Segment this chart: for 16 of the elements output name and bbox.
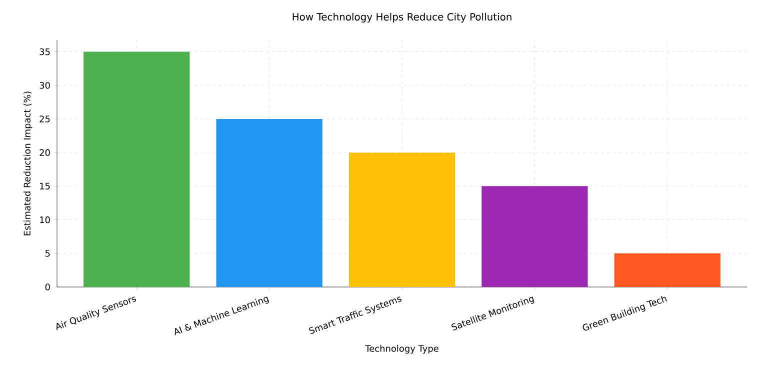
bar <box>84 52 190 287</box>
y-tick-label: 10 <box>40 216 50 224</box>
bar <box>614 253 720 287</box>
chart-title: How Technology Helps Reduce City Pollution <box>292 12 512 22</box>
bar <box>482 186 588 287</box>
y-tick-label: 5 <box>45 250 50 257</box>
y-tick-label: 35 <box>40 48 50 56</box>
y-tick-label: 20 <box>40 149 50 156</box>
bar <box>348 152 456 287</box>
bar <box>216 118 322 287</box>
y-tick-label: 30 <box>40 82 50 89</box>
y-axis-title: Estimated Reduction Impact (%) <box>24 92 32 236</box>
y-tick-label: 15 <box>40 182 50 190</box>
y-tick-label: 0 <box>45 284 50 290</box>
x-axis-title: Technology Type <box>365 344 438 354</box>
y-tick-label: 25 <box>40 116 50 122</box>
